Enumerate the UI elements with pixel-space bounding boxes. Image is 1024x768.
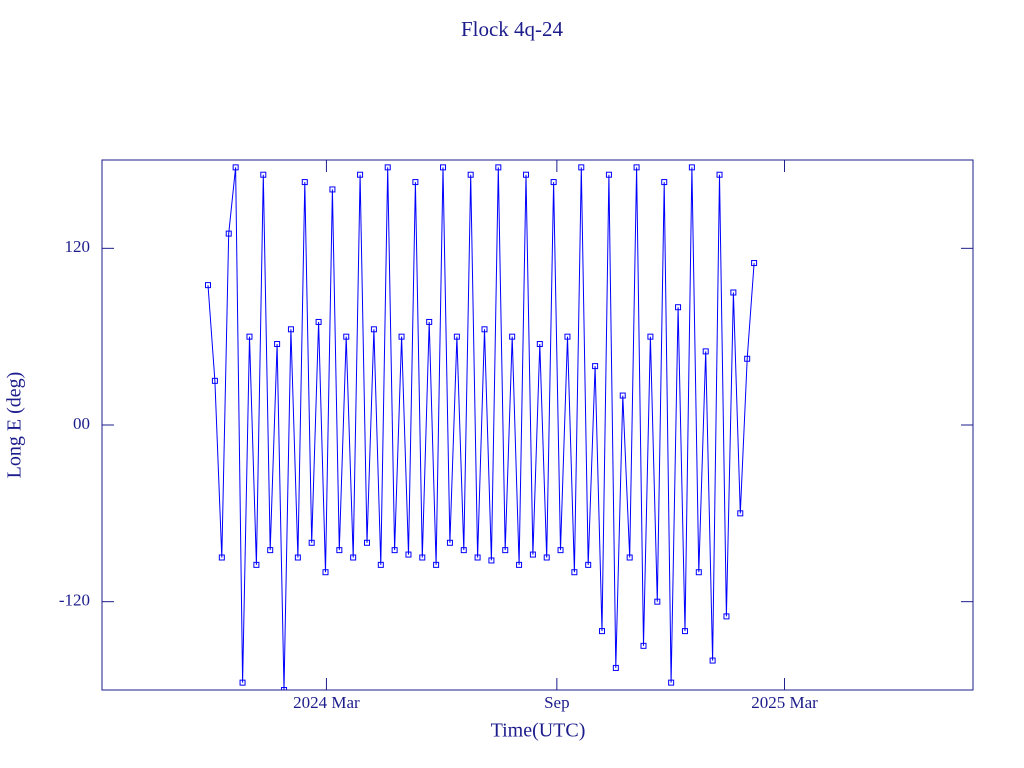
data-point	[522, 171, 529, 178]
data-point	[751, 260, 758, 267]
data-point	[661, 179, 668, 186]
data-point	[336, 547, 343, 554]
x-tick-label: 2025 Mar	[751, 693, 818, 712]
data-point	[550, 179, 557, 186]
data-point	[605, 171, 612, 178]
data-point	[675, 304, 682, 311]
data-point	[695, 569, 702, 576]
data-point	[495, 164, 502, 171]
data-point	[204, 282, 211, 289]
data-point	[440, 164, 447, 171]
data-point	[509, 333, 516, 340]
data-point	[453, 333, 460, 340]
data-point	[363, 539, 370, 546]
data-point	[384, 164, 391, 171]
data-point	[516, 561, 523, 568]
data-point	[723, 613, 730, 620]
x-tick-label: 2024 Mar	[293, 693, 360, 712]
data-point	[536, 341, 543, 348]
data-point	[702, 348, 709, 355]
data-point	[239, 679, 246, 686]
data-point	[481, 326, 488, 333]
data-point	[467, 171, 474, 178]
data-point	[281, 687, 288, 690]
data-point	[744, 355, 751, 362]
data-point	[329, 186, 336, 193]
data-point	[253, 561, 260, 568]
y-tick-label: 00	[73, 414, 90, 433]
data-point	[585, 561, 592, 568]
data-point	[350, 554, 357, 561]
data-line	[207, 167, 755, 690]
data-point	[391, 547, 398, 554]
data-point	[225, 230, 232, 237]
data-point	[357, 171, 364, 178]
data-point	[578, 164, 585, 171]
data-point	[315, 318, 322, 325]
data-point	[322, 569, 329, 576]
y-axis-label: Long E (deg)	[4, 372, 26, 479]
data-point	[647, 333, 654, 340]
data-point	[557, 547, 564, 554]
data-point	[446, 539, 453, 546]
data-point	[502, 547, 509, 554]
data-point	[640, 642, 647, 649]
data-point	[267, 547, 274, 554]
data-point	[433, 561, 440, 568]
data-point	[308, 539, 315, 546]
data-point	[460, 547, 467, 554]
data-point	[287, 326, 294, 333]
data-point	[633, 164, 640, 171]
data-point	[592, 363, 599, 370]
data-point	[377, 561, 384, 568]
data-point	[688, 164, 695, 171]
data-point	[274, 341, 281, 348]
data-point	[398, 333, 405, 340]
y-tick-label: 120	[65, 237, 91, 256]
data-point	[343, 333, 350, 340]
data-point	[716, 171, 723, 178]
data-point	[564, 333, 571, 340]
y-tick-label: -120	[59, 591, 90, 610]
data-point	[246, 333, 253, 340]
data-point	[612, 664, 619, 671]
chart-title: Flock 4q-24	[461, 17, 564, 41]
data-point	[681, 628, 688, 635]
data-point	[301, 179, 308, 186]
data-point	[412, 179, 419, 186]
data-point	[654, 598, 661, 605]
data-point	[709, 657, 716, 664]
data-point	[626, 554, 633, 561]
data-point	[218, 554, 225, 561]
data-point	[405, 551, 412, 558]
data-point	[426, 318, 433, 325]
x-axis-label: Time(UTC)	[491, 720, 586, 742]
data-point	[668, 679, 675, 686]
data-point	[474, 554, 481, 561]
data-point	[571, 569, 578, 576]
data-point	[260, 171, 267, 178]
data-point	[232, 164, 239, 171]
data-point	[529, 551, 536, 558]
data-point	[737, 510, 744, 517]
x-tick-label: Sep	[544, 693, 570, 712]
data-point	[488, 557, 495, 564]
data-point	[543, 554, 550, 561]
data-point	[730, 289, 737, 296]
data-point	[619, 392, 626, 399]
data-point	[419, 554, 426, 561]
data-point	[370, 326, 377, 333]
data-point	[211, 377, 218, 384]
data-point	[294, 554, 301, 561]
data-point	[599, 628, 606, 635]
